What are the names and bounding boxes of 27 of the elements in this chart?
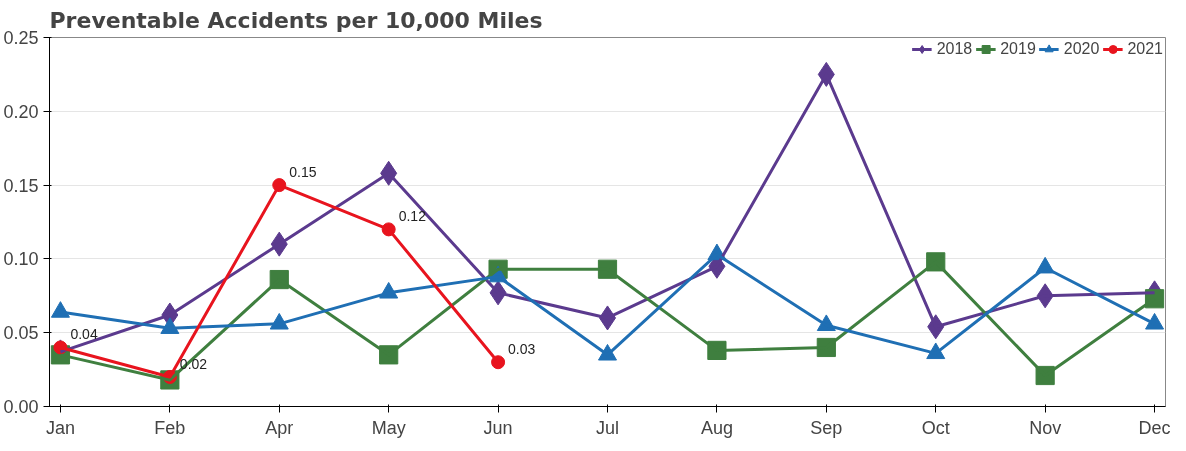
y-tick-label: 0.25 — [3, 28, 39, 48]
x-tick-label: Jan — [45, 417, 75, 438]
y-tick-label: 0.00 — [3, 397, 39, 417]
y-tick-label: 0.20 — [3, 101, 39, 122]
y-tick-label: 0.05 — [3, 323, 39, 344]
x-tick-label: Aug — [700, 417, 733, 438]
legend-label: 2020 — [1063, 40, 1100, 58]
x-tick-label: Apr — [265, 417, 294, 438]
x-tick-label: Jul — [596, 417, 620, 438]
data-label: 0.12 — [398, 208, 427, 225]
x-tick-label: Sep — [810, 417, 843, 438]
point — [491, 355, 506, 370]
x-tick-label: Dec — [1138, 417, 1171, 438]
legend-label: 2021 — [1127, 40, 1163, 58]
legend-label: 2018 — [936, 40, 973, 58]
y-tick-label: 0.10 — [3, 249, 39, 270]
x-tick-label: Jun — [483, 417, 513, 438]
x-tick-label: Oct — [921, 417, 950, 438]
legend-label: 2019 — [1000, 40, 1036, 58]
x-tick-label: May — [371, 417, 406, 438]
data-label: 0.04 — [70, 326, 98, 343]
data-label: 0.03 — [508, 341, 536, 358]
y-tick-label: 0.15 — [3, 175, 39, 196]
chart-title: Preventable Accidents per 10,000 Miles — [49, 7, 543, 33]
data-label: 0.15 — [289, 164, 317, 181]
x-tick-label: Nov — [1029, 417, 1062, 438]
x-tick-label: Feb — [154, 417, 186, 438]
